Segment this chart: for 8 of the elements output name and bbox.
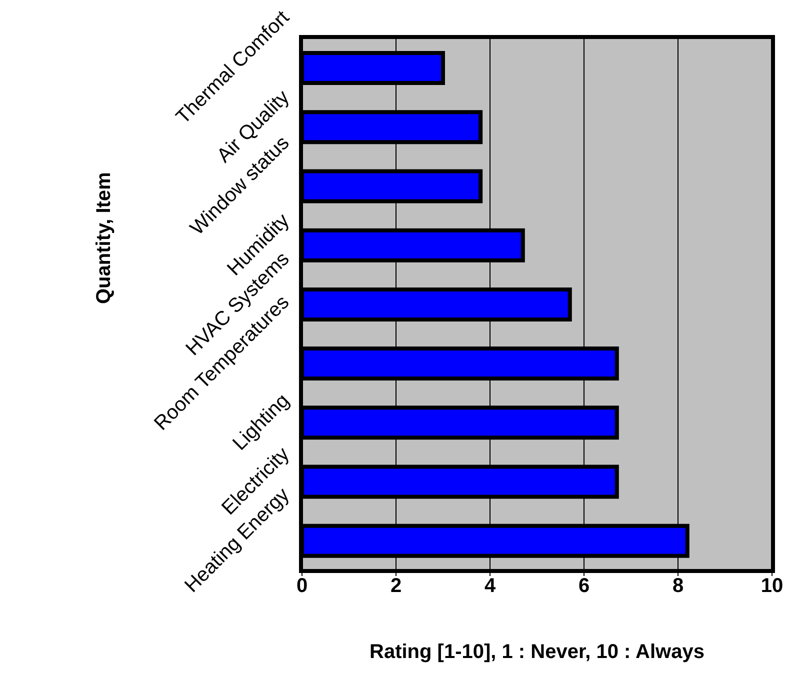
x-tick-label: 10 [760,575,784,598]
y-axis-title: Quantity, Item [93,172,116,304]
x-tick-label: 0 [296,575,308,598]
x-axis-title: Rating [1-10], 1 : Never, 10 : Always [370,641,704,663]
x-tick-label: 6 [578,575,590,598]
x-tick-label: 8 [672,575,684,598]
x-tick-label: 4 [484,575,496,598]
x-tick-label: 2 [390,575,402,598]
